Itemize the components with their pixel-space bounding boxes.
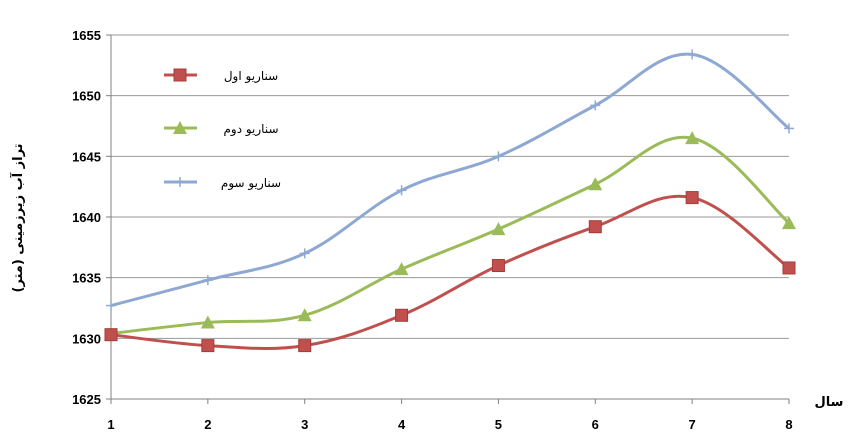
series-3 (106, 49, 794, 311)
data-point-plus (106, 300, 116, 311)
data-point-plus (493, 151, 504, 162)
y-tick-labels: 1625 1630 1635 1640 1645 1650 1655 (72, 28, 101, 407)
data-point-square (104, 328, 118, 342)
data-point-square (491, 259, 505, 273)
data-point-triangle (394, 262, 409, 276)
x-tick-label: 6 (592, 417, 599, 432)
legend-item-3: سناریو سوم (164, 176, 281, 191)
y-tick-label: 1650 (72, 89, 101, 104)
data-point-triangle (685, 131, 700, 145)
legend-label: سناریو دوم (223, 122, 278, 137)
x-tick-label: 1 (107, 417, 114, 432)
data-point-square (173, 68, 187, 82)
x-tick-label: 5 (495, 417, 502, 432)
data-point-plus (784, 123, 794, 134)
series-group (104, 49, 796, 353)
data-point-plus (299, 248, 310, 259)
x-tick-label: 3 (301, 417, 308, 432)
y-axis-label: تراز آب زیرزمینی (متر) (9, 143, 26, 292)
x-axis-label: سال (815, 395, 844, 410)
x-tick-labels: 1 2 3 4 5 6 7 8 (107, 417, 792, 432)
legend-item-2: سناریو دوم (164, 121, 279, 137)
data-point-square (201, 339, 215, 353)
data-point-square (782, 261, 796, 275)
data-point-triangle (200, 315, 215, 329)
data-point-triangle (491, 222, 506, 236)
legend-label: سناریو اول (224, 69, 278, 84)
data-point-triangle (173, 121, 187, 134)
data-point-triangle (588, 177, 603, 191)
legend: سناریو اول سناریو دوم سناریو سوم (164, 68, 281, 191)
data-point-plus (175, 177, 185, 187)
data-point-square (685, 191, 699, 205)
x-tick-label: 2 (204, 417, 211, 432)
x-tick-label: 7 (689, 417, 696, 432)
x-tick-label: 4 (398, 417, 406, 432)
y-tick-label: 1640 (72, 210, 101, 225)
data-point-plus (687, 49, 698, 60)
data-point-plus (396, 185, 407, 196)
y-tick-label: 1655 (72, 28, 101, 43)
x-tick-label: 8 (785, 417, 792, 432)
y-tick-label: 1645 (72, 149, 101, 164)
y-tick-label: 1635 (72, 271, 101, 286)
data-point-triangle (297, 308, 312, 322)
data-point-square (588, 220, 602, 234)
data-point-square (298, 339, 312, 353)
data-point-triangle (782, 216, 796, 230)
y-tick-label: 1625 (72, 392, 101, 407)
data-point-plus (202, 275, 213, 286)
data-point-square (395, 308, 409, 322)
series-1 (104, 191, 796, 353)
legend-item-1: سناریو اول (164, 68, 278, 84)
y-tick-label: 1630 (72, 331, 101, 346)
legend-label: سناریو سوم (221, 176, 281, 191)
data-point-plus (590, 100, 601, 111)
